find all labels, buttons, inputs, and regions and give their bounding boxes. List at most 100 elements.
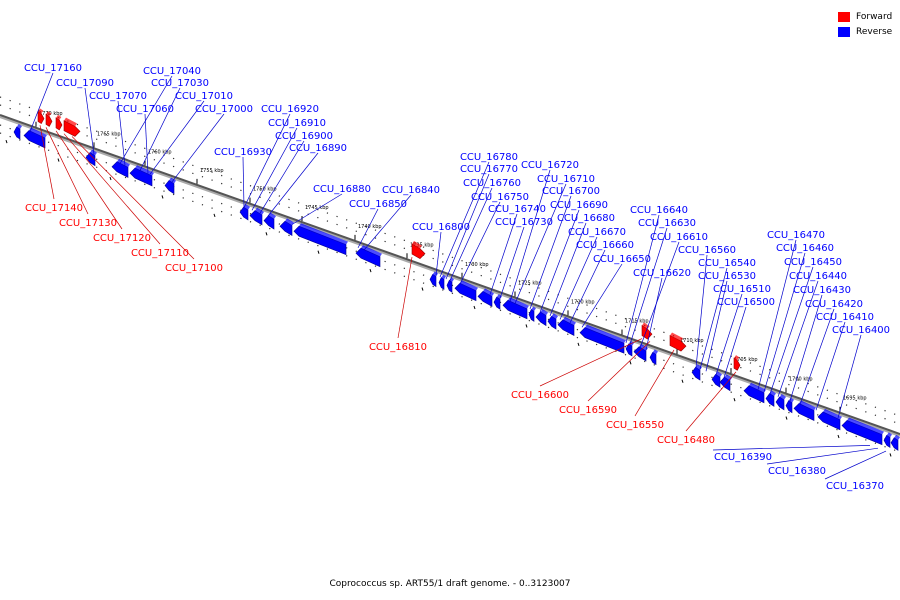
reverse-gene-arrow bbox=[438, 277, 445, 290]
reverse-gene-arrow bbox=[493, 296, 501, 310]
leader-line bbox=[144, 113, 149, 174]
gene-label: CCU_16930 bbox=[214, 147, 272, 158]
track-mark bbox=[785, 416, 788, 420]
reverse-gene-arrow-shade bbox=[169, 177, 176, 184]
leader-line bbox=[569, 249, 606, 324]
leader-line bbox=[549, 222, 587, 317]
reverse-gene-arrow-shade bbox=[299, 223, 348, 245]
gene-label: CCU_16430 bbox=[793, 285, 851, 296]
gene-label: CCU_16590 bbox=[559, 405, 617, 416]
leader-line bbox=[29, 72, 54, 132]
gene-label: CCU_16510 bbox=[713, 284, 771, 295]
scale-label: 1700 kbp bbox=[789, 377, 813, 383]
forward-gene-arrow bbox=[733, 357, 741, 371]
leader-line bbox=[291, 193, 343, 225]
reverse-gene-arrow bbox=[129, 167, 153, 187]
reverse-gene-arrow-shade bbox=[531, 306, 536, 312]
gene-label: CCU_17070 bbox=[89, 91, 147, 102]
track-mark bbox=[889, 453, 892, 457]
forward-gene-arrow-shade bbox=[412, 241, 422, 249]
forward-gene-arrow-shade bbox=[46, 111, 52, 117]
gene-label: CCU_16540 bbox=[698, 258, 756, 269]
reverse-gene-arrow-shade bbox=[16, 123, 22, 130]
leader-line bbox=[84, 87, 95, 155]
reverse-gene-arrow-shade bbox=[823, 408, 842, 420]
reverse-gene-arrow bbox=[817, 411, 841, 431]
reverse-gene-arrow-shade bbox=[285, 218, 294, 226]
legend-label-forward: Forward bbox=[856, 11, 893, 22]
reverse-gene-arrow-shade bbox=[847, 417, 884, 435]
track-mark bbox=[5, 139, 8, 144]
reverse-gene-arrow bbox=[625, 343, 633, 357]
guide-track-0 bbox=[0, 96, 900, 417]
leader-line bbox=[499, 226, 525, 299]
gene-label: CCU_16610 bbox=[650, 232, 708, 243]
gene-label: CCU_16400 bbox=[832, 325, 890, 336]
leader-line bbox=[243, 113, 291, 208]
gene-label: CCU_16380 bbox=[768, 466, 826, 477]
scale-label: 1720 kbp bbox=[571, 299, 595, 305]
gene-label: CCU_16450 bbox=[784, 257, 842, 268]
scale-label: 1755 kbp bbox=[200, 168, 224, 174]
reverse-gene-arrow-shade bbox=[255, 207, 264, 215]
forward-gene-arrow-shade bbox=[38, 108, 44, 114]
gene-label: CCU_16690 bbox=[550, 200, 608, 211]
leader-line bbox=[435, 231, 442, 276]
leader-line bbox=[763, 252, 806, 392]
leader-line bbox=[514, 183, 567, 304]
reverse-gene-arrow-shade bbox=[460, 280, 478, 291]
gene-label: CCU_16850 bbox=[349, 199, 407, 210]
gene-label: CCU_16620 bbox=[633, 268, 691, 279]
leader-line bbox=[815, 321, 846, 411]
leader-line bbox=[71, 136, 195, 260]
scale-label: 1760 kbp bbox=[148, 149, 172, 155]
leader-line bbox=[766, 447, 879, 465]
reverse-gene-arrow-shade bbox=[268, 212, 276, 220]
gene-label: CCU_16780 bbox=[460, 152, 518, 163]
gene-label: CCU_16910 bbox=[268, 118, 326, 129]
track-mark bbox=[473, 305, 476, 310]
leader-line bbox=[259, 140, 305, 214]
reverse-gene-arrow-shade bbox=[788, 397, 794, 403]
reverse-gene-arrow-shade bbox=[135, 165, 154, 176]
gene-label: CCU_16630 bbox=[638, 218, 696, 229]
reverse-gene-arrow-shade bbox=[449, 277, 454, 283]
reverse-gene-arrow bbox=[649, 351, 657, 366]
leader-line bbox=[539, 209, 580, 313]
gene-label: CCU_16660 bbox=[576, 240, 634, 251]
gene-label: CCU_16840 bbox=[382, 185, 440, 196]
leader-line bbox=[117, 100, 126, 166]
gene-label: CCU_17100 bbox=[165, 263, 223, 274]
gene-label: CCU_16880 bbox=[313, 184, 371, 195]
gene-label: CCU_16670 bbox=[568, 227, 626, 238]
reverse-gene-arrow bbox=[528, 309, 535, 322]
reverse-gene-arrow bbox=[85, 152, 96, 167]
leader-line bbox=[55, 130, 123, 230]
leader-line bbox=[149, 100, 205, 175]
track-mark bbox=[681, 379, 684, 383]
leader-line bbox=[559, 236, 598, 320]
leader-line bbox=[777, 280, 819, 397]
reverse-gene-arrow-shade bbox=[563, 316, 576, 326]
leader-line bbox=[119, 75, 173, 164]
track-mark bbox=[629, 361, 632, 365]
reverse-gene-arrow bbox=[883, 434, 891, 449]
leader-line bbox=[837, 334, 862, 419]
reverse-gene-arrow bbox=[502, 299, 528, 320]
reverse-gene-arrow bbox=[633, 346, 647, 362]
gene-label: CCU_16740 bbox=[488, 204, 546, 215]
reverse-gene-arrow-shade bbox=[540, 308, 548, 316]
gene-label: CCU_16890 bbox=[289, 143, 347, 154]
track-mark bbox=[421, 287, 424, 291]
leader-line bbox=[685, 371, 737, 432]
leader-line bbox=[459, 201, 501, 285]
leader-line bbox=[712, 445, 871, 451]
leader-line bbox=[251, 127, 298, 211]
gene-label: CCU_16900 bbox=[275, 131, 333, 142]
gene-label: CCU_16460 bbox=[776, 243, 834, 254]
reverse-gene-arrow-shade bbox=[886, 432, 892, 438]
scale-label: 1730 kbp bbox=[465, 262, 489, 268]
gene-label: CCU_17110 bbox=[131, 248, 189, 259]
leader-line bbox=[363, 194, 412, 251]
